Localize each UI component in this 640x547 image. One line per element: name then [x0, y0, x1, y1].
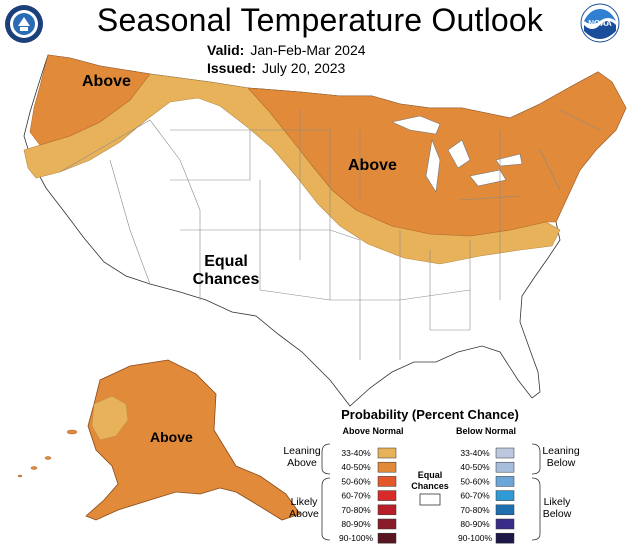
legend-above-bins: 33-40% 40-50% 50-60% 60-70% 70-80% 80-90% 90-1…	[339, 447, 397, 544]
great-lakes	[391, 115, 523, 193]
map-title: Seasonal Temperature Outlook	[96, 2, 544, 38]
legend-above-bin-label: 70-80%	[341, 505, 371, 515]
above-40-50-northwest-region	[29, 54, 151, 146]
legend-below-bin-swatch	[495, 447, 515, 459]
legend-below-bin-label: 60-70%	[460, 491, 490, 501]
aleutian-islands	[17, 429, 78, 478]
legend-below-bin-swatch	[495, 504, 515, 516]
legend-below-bin-label: 33-40%	[460, 448, 490, 458]
legend-below-bin-label: 50-60%	[460, 476, 490, 486]
legend-below-bin-swatch	[495, 490, 515, 501]
legend-above-bin-swatch	[377, 476, 397, 487]
legend-below-bin-label: 80-90%	[460, 519, 490, 529]
valid-line: Valid: Jan-Feb-Mar 2024	[207, 42, 366, 58]
label-chances: Chances	[193, 271, 260, 288]
legend-below-bins: 33-40% 40-50% 50-60% 60-70% 70-80% 80-90% 90-1…	[458, 447, 515, 544]
label-equal: Equal	[204, 253, 248, 270]
legend-above-bin-label: 80-90%	[341, 519, 371, 529]
legend-above-bin-label: 33-40%	[341, 448, 371, 458]
legend-likely-above-line2: Above	[289, 508, 319, 520]
legend-title: Probability (Percent Chance)	[341, 407, 519, 422]
svg-text:NOAA: NOAA	[588, 19, 612, 28]
legend-likely-above-line1: Likely	[291, 496, 319, 508]
valid-label: Valid:	[207, 42, 245, 58]
legend-above-bin-label: 60-70%	[341, 491, 371, 501]
alaska-33-40-region	[91, 395, 129, 441]
legend-below-bin-swatch	[495, 518, 515, 530]
issued-line: Issued: July 20, 2023	[207, 60, 345, 76]
legend-equal-line1: Equal	[418, 470, 443, 480]
legend-below-bin-swatch	[495, 476, 515, 487]
legend-above-header: Above Normal	[342, 426, 403, 436]
legend-above-bin-swatch	[377, 532, 397, 544]
above-33-40-region	[23, 73, 561, 265]
legend-above-bin-swatch	[377, 490, 397, 501]
legend-above-bin-swatch	[377, 504, 397, 516]
label-above-northwest: Above	[82, 73, 131, 90]
legend-bracket-likely-above	[321, 477, 331, 541]
legend-below-bin-swatch	[495, 532, 515, 544]
alaska-region	[85, 359, 301, 521]
legend-likely-below-line2: Below	[543, 508, 572, 520]
legend-equal-swatch	[419, 493, 441, 506]
legend-likely-below-line1: Likely	[544, 496, 572, 508]
state-boundaries	[59, 109, 601, 360]
legend-bracket-leaning-below	[531, 443, 541, 475]
label-above-east: Above	[348, 157, 397, 174]
noaa-logo: NOAA	[580, 3, 620, 43]
label-above-alaska: Above	[150, 429, 193, 445]
issued-value: July 20, 2023	[262, 60, 346, 76]
legend-above-bin-label: 50-60%	[341, 476, 371, 486]
issued-label: Issued:	[207, 60, 257, 76]
legend-below-bin-label: 40-50%	[460, 462, 490, 472]
legend-above-bin-label: 90-100%	[339, 533, 373, 543]
legend-below-bin-label: 70-80%	[460, 505, 490, 515]
valid-value: Jan-Feb-Mar 2024	[250, 42, 366, 58]
legend-above-bin-label: 40-50%	[341, 462, 371, 472]
legend-above-bin-swatch	[377, 447, 397, 459]
legend-below-header: Below Normal	[456, 426, 516, 436]
commerce-seal-logo	[5, 5, 43, 43]
legend: Probability (Percent Chance) Above Norma…	[283, 407, 580, 544]
legend-below-bin-swatch	[495, 461, 515, 473]
legend-equal-line2: Chances	[411, 481, 449, 491]
legend-leaning-above-line1: Leaning	[283, 445, 321, 457]
legend-bracket-leaning-above	[321, 443, 331, 475]
legend-above-bin-swatch	[377, 461, 397, 473]
legend-above-bin-swatch	[377, 518, 397, 530]
legend-below-bin-label: 90-100%	[458, 533, 492, 543]
legend-leaning-above-line2: Above	[287, 457, 317, 469]
legend-bracket-likely-below	[531, 477, 541, 541]
legend-leaning-below-line2: Below	[547, 457, 576, 469]
legend-leaning-below-line1: Leaning	[542, 445, 580, 457]
